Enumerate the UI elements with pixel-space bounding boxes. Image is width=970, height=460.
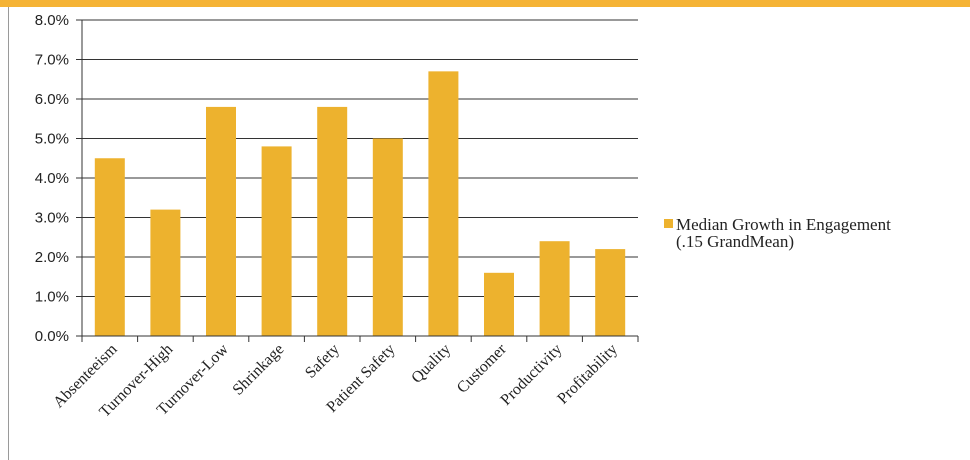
y-tick-label: 5.0%: [35, 131, 69, 148]
bars: [94, 71, 626, 337]
legend-label-line-2: (.15 GrandMean): [676, 232, 794, 251]
y-tick-label: 8.0%: [35, 12, 69, 29]
bar-profitability: [595, 249, 626, 336]
legend-label-line-1: Median Growth in Engagement: [676, 215, 891, 234]
y-tick-label: 2.0%: [35, 249, 69, 266]
bar-quality: [428, 71, 459, 336]
bar-absenteeism: [94, 158, 125, 336]
y-tick-label: 4.0%: [35, 170, 69, 187]
x-axis-ticks: AbsenteeismTurnover-HighTurnover-LowShri…: [50, 336, 639, 421]
bar-turnover-high: [150, 209, 181, 336]
y-tick-label: 0.0%: [35, 328, 69, 345]
bar-productivity: [539, 241, 570, 336]
y-tick-label: 1.0%: [35, 289, 69, 306]
bar-patient-safety: [372, 138, 403, 336]
x-tick-label: Profitability: [554, 341, 621, 408]
y-tick-label: 3.0%: [35, 210, 69, 227]
x-tick-label: Safety: [302, 341, 343, 382]
x-tick-label: Quality: [408, 341, 454, 387]
x-tick-label: Customer: [454, 340, 510, 396]
bar-turnover-low: [206, 106, 236, 337]
bar-safety: [317, 106, 348, 337]
accent-top-bar: [0, 0, 970, 7]
y-tick-label: 7.0%: [35, 52, 69, 69]
x-tick-label: Shrinkage: [230, 341, 288, 399]
y-axis-ticks: 0.0% 1.0% 2.0% 3.0% 4.0% 5.0% 6.0% 7.0% 8.0%: [35, 12, 82, 345]
y-tick-label: 6.0%: [35, 91, 69, 108]
legend: Median Growth in Engagement (.15 GrandMe…: [664, 215, 891, 251]
gridlines: [82, 19, 638, 297]
bar-shrinkage: [261, 146, 292, 336]
left-border-line: [8, 7, 9, 460]
legend-swatch: [664, 219, 673, 228]
bar-customer: [484, 272, 514, 336]
